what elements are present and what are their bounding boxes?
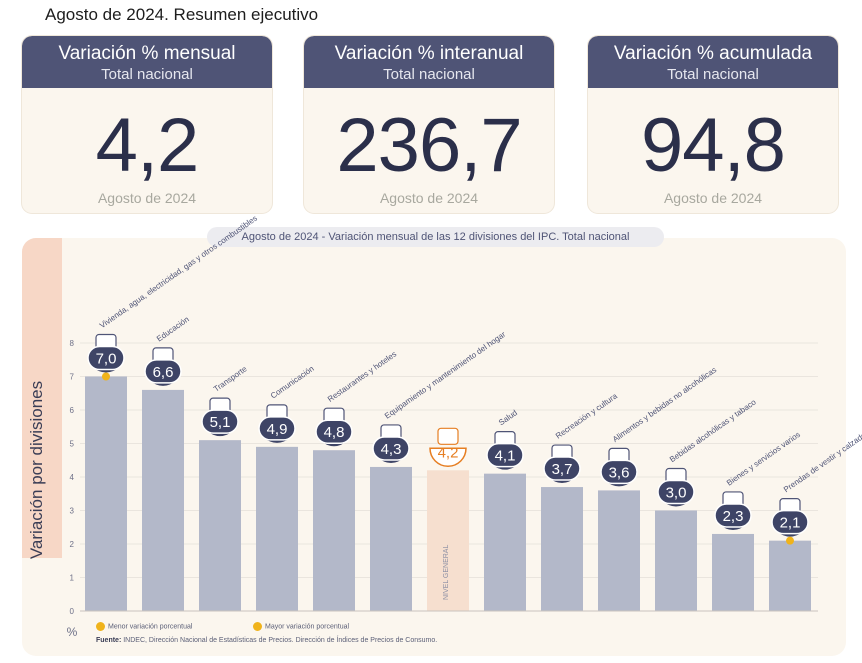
- card-footer: Agosto de 2024: [97, 190, 197, 206]
- y-tick-label: 5: [70, 440, 75, 449]
- value-label: 4,2: [438, 444, 459, 461]
- min-variation-marker: [786, 536, 794, 545]
- y-tick-label: 0: [70, 607, 75, 616]
- y-tick-label: 3: [70, 507, 75, 516]
- legend-label: Mayor variación porcentual: [265, 623, 350, 631]
- legend-marker: [253, 622, 262, 631]
- value-badge: [144, 359, 182, 384]
- bar: [142, 389, 184, 611]
- card-value: 4,2: [95, 103, 200, 188]
- y-tick-label: 4: [70, 473, 75, 482]
- category-label: Transporte: [212, 364, 249, 394]
- category-label: Bebidas alcohólicas y tabaco: [668, 397, 758, 464]
- card-value: 94,8: [641, 103, 786, 188]
- card-accumulated-variation: Variación % acumulada Total nacional 94,…: [588, 36, 838, 213]
- category-label: Bienes y servicios varios: [725, 430, 802, 488]
- legend-item-min: Menor variación porcentual: [96, 622, 192, 631]
- value-label: 5,1: [210, 414, 231, 431]
- category-label: Salud: [497, 408, 519, 427]
- bar: [313, 450, 355, 611]
- general-level-bar: [427, 470, 469, 611]
- value-label: 3,0: [666, 485, 687, 502]
- bar: [199, 440, 241, 611]
- value-badge: [372, 436, 410, 461]
- card-yearly-variation: Variación % interanual Total nacional 23…: [304, 36, 554, 213]
- bar: [85, 376, 127, 611]
- value-label: 4,1: [495, 448, 516, 465]
- value-label: 3,6: [609, 464, 630, 481]
- value-label: 4,3: [381, 441, 402, 458]
- value-label: 2,1: [780, 515, 801, 532]
- value-badge: [201, 409, 239, 434]
- value-label: 2,3: [723, 508, 744, 525]
- chart-subtitle: Agosto de 2024 - Variación mensual de la…: [207, 227, 664, 247]
- category-label: Vivienda, agua, electricidad, gas y otro…: [98, 214, 259, 330]
- source-note: Fuente: INDEC, Dirección Nacional de Est…: [96, 637, 437, 644]
- legend-item-max: Mayor variación porcentual: [253, 622, 349, 631]
- page-title: Agosto de 2024. Resumen ejecutivo: [45, 5, 319, 24]
- y-tick-label: 1: [70, 574, 75, 583]
- chart-title-date: Agosto de 2024: [241, 231, 319, 243]
- card-header: Variación % mensual Total nacional: [22, 36, 272, 88]
- y-tick-label: 6: [70, 406, 75, 415]
- division-icon: [429, 427, 467, 468]
- category-label: Educación: [155, 315, 191, 344]
- card-value: 236,7: [336, 103, 522, 188]
- y-tick-label: 7: [70, 373, 75, 382]
- y-tick-label: 8: [70, 339, 75, 348]
- value-badge: [657, 479, 695, 505]
- bar: [370, 466, 412, 611]
- card-subtitle: Total nacional: [383, 66, 475, 83]
- chart-title: - Variación mensual de las 12 divisiones…: [318, 231, 630, 243]
- legend-label: Menor variación porcentual: [108, 623, 193, 631]
- value-label: 6,6: [153, 364, 174, 381]
- value-badge: [258, 416, 296, 441]
- bar: [541, 487, 583, 611]
- value-label: 7,0: [96, 351, 117, 368]
- value-badge: [87, 345, 125, 371]
- general-level-label: NIVEL GENERAL: [443, 545, 450, 600]
- category-label: Recreación y cultura: [554, 391, 619, 441]
- value-badge: [486, 442, 524, 468]
- value-label: 4,9: [267, 421, 288, 438]
- legend-marker: [96, 622, 105, 631]
- bar: [655, 510, 697, 611]
- card-subtitle: Total nacional: [101, 66, 193, 83]
- general-bowl-icon: [429, 447, 467, 468]
- card-header: Variación % interanual Total nacional: [304, 36, 554, 88]
- source-label: Fuente:: [96, 637, 122, 644]
- category-label: Comunicación: [269, 364, 316, 400]
- value-label: 3,7: [552, 461, 573, 478]
- bar: [769, 540, 811, 611]
- card-monthly-variation: Variación % mensual Total nacional 4,2 A…: [22, 36, 272, 213]
- card-footer: Agosto de 2024: [663, 190, 763, 206]
- bar: [712, 533, 754, 611]
- card-title: Variación % mensual: [58, 43, 236, 64]
- card-header: Variación % acumulada Total nacional: [588, 36, 838, 88]
- max-variation-marker: [102, 372, 110, 381]
- value-badge: [315, 419, 353, 444]
- value-badge: [771, 509, 809, 535]
- card-subtitle: Total nacional: [667, 66, 759, 83]
- bar: [598, 490, 640, 611]
- value-badge: [543, 456, 581, 481]
- value-label: 4,8: [324, 424, 345, 441]
- bar: [256, 446, 298, 611]
- card-title: Variación % interanual: [334, 43, 524, 64]
- y-axis-band: [22, 238, 62, 558]
- y-unit-label: %: [67, 625, 78, 639]
- card-footer: Agosto de 2024: [379, 190, 479, 206]
- y-tick-label: 2: [70, 540, 75, 549]
- item-icon: [437, 427, 459, 445]
- value-badge: [600, 459, 638, 485]
- value-badge: [714, 503, 752, 528]
- source-text: INDEC, Dirección Nacional de Estadística…: [121, 637, 438, 644]
- bar: [484, 473, 526, 611]
- card-title: Variación % acumulada: [613, 43, 813, 64]
